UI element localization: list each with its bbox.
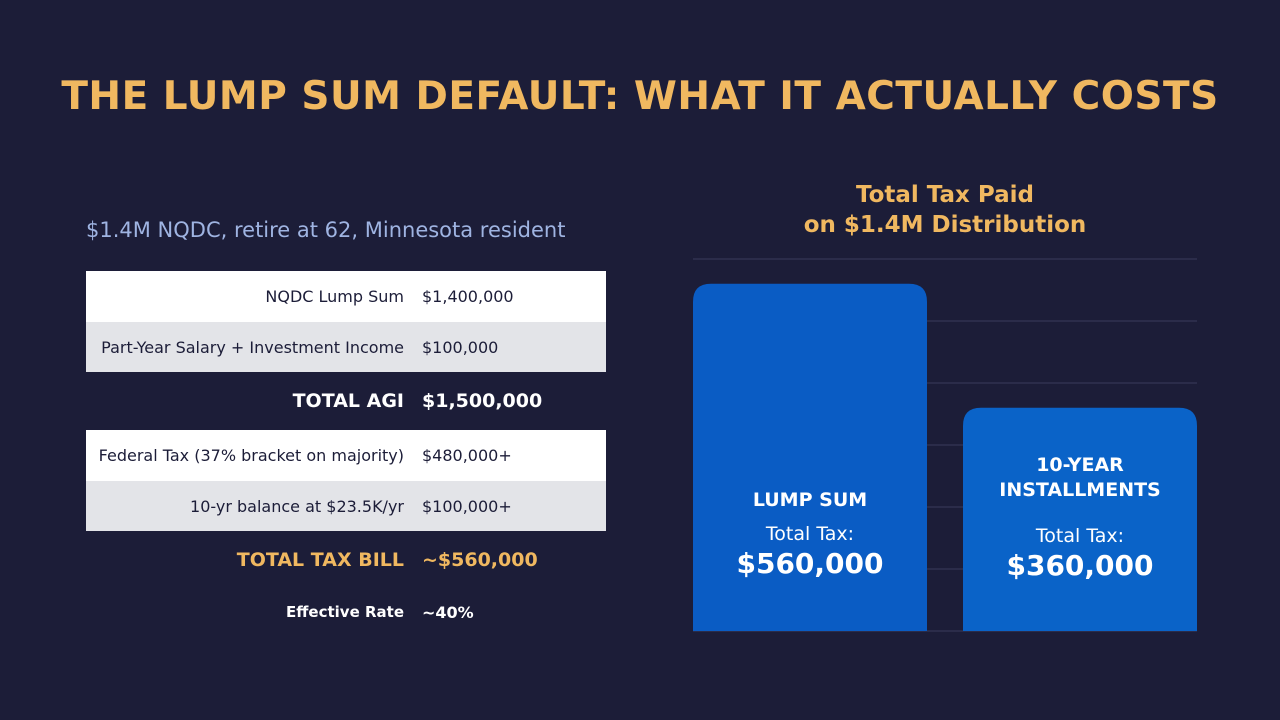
tax-breakdown-table: NQDC Lump Sum $1,400,000 Part-Year Salar… [86,271,606,636]
bar-installments [963,407,1197,631]
table-row-total-tax-bill: TOTAL TAX BILL ~$560,000 [86,531,606,588]
slide-title: THE LUMP SUM DEFAULT: WHAT IT ACTUALLY C… [61,74,1219,119]
row-value: ~40% [422,602,474,622]
bar-sub-label: Total Tax: [765,523,855,545]
bar-sub-label: Total Tax: [1035,525,1125,547]
row-value: $480,000+ [422,446,512,465]
row-label: TOTAL AGI [292,390,404,412]
table-row-effective-rate: Effective Rate ~40% [86,588,606,636]
chart-title-line1: Total Tax Paid [855,182,1035,208]
bar-lump-sum [693,283,927,631]
bar-value-label: $560,000 [736,547,884,580]
scenario-subtitle: $1.4M NQDC, retire at 62, Minnesota resi… [86,218,566,242]
table-row: Part-Year Salary + Investment Income $10… [86,322,606,372]
bar-label-group: 10-YEAR INSTALLMENTS Total Tax: $360,000 [963,453,1197,582]
bar-category-label: 10-YEAR INSTALLMENTS [999,454,1161,501]
table-row: Federal Tax (37% bracket on majority) $4… [86,430,606,481]
row-label: 10-yr balance at $23.5K/yr [190,496,404,516]
table-row-total-agi: TOTAL AGI $1,500,000 [86,372,606,430]
row-label: Part-Year Salary + Investment Income [101,337,404,357]
row-value: $100,000+ [422,496,512,516]
chart-title-line2: on $1.4M Distribution [803,212,1087,238]
chart-title: Total Tax Paid on $1.4M Distribution [693,180,1197,240]
row-value: $1,500,000 [422,390,543,412]
row-label: Federal Tax (37% bracket on majority) [98,446,404,465]
bar-label-group: LUMP SUM Total Tax: $560,000 [693,488,927,580]
row-label: Effective Rate [286,603,404,621]
row-label: NQDC Lump Sum [265,287,404,306]
bar-value-label: $360,000 [1006,549,1154,582]
table-row: NQDC Lump Sum $1,400,000 [86,271,606,322]
row-label: TOTAL TAX BILL [236,548,404,571]
row-value: ~$560,000 [422,548,538,571]
row-value: $1,400,000 [422,287,514,306]
bar-category-label: LUMP SUM [752,489,868,511]
table-row: 10-yr balance at $23.5K/yr $100,000+ [86,481,606,531]
row-value: $100,000 [422,337,499,357]
